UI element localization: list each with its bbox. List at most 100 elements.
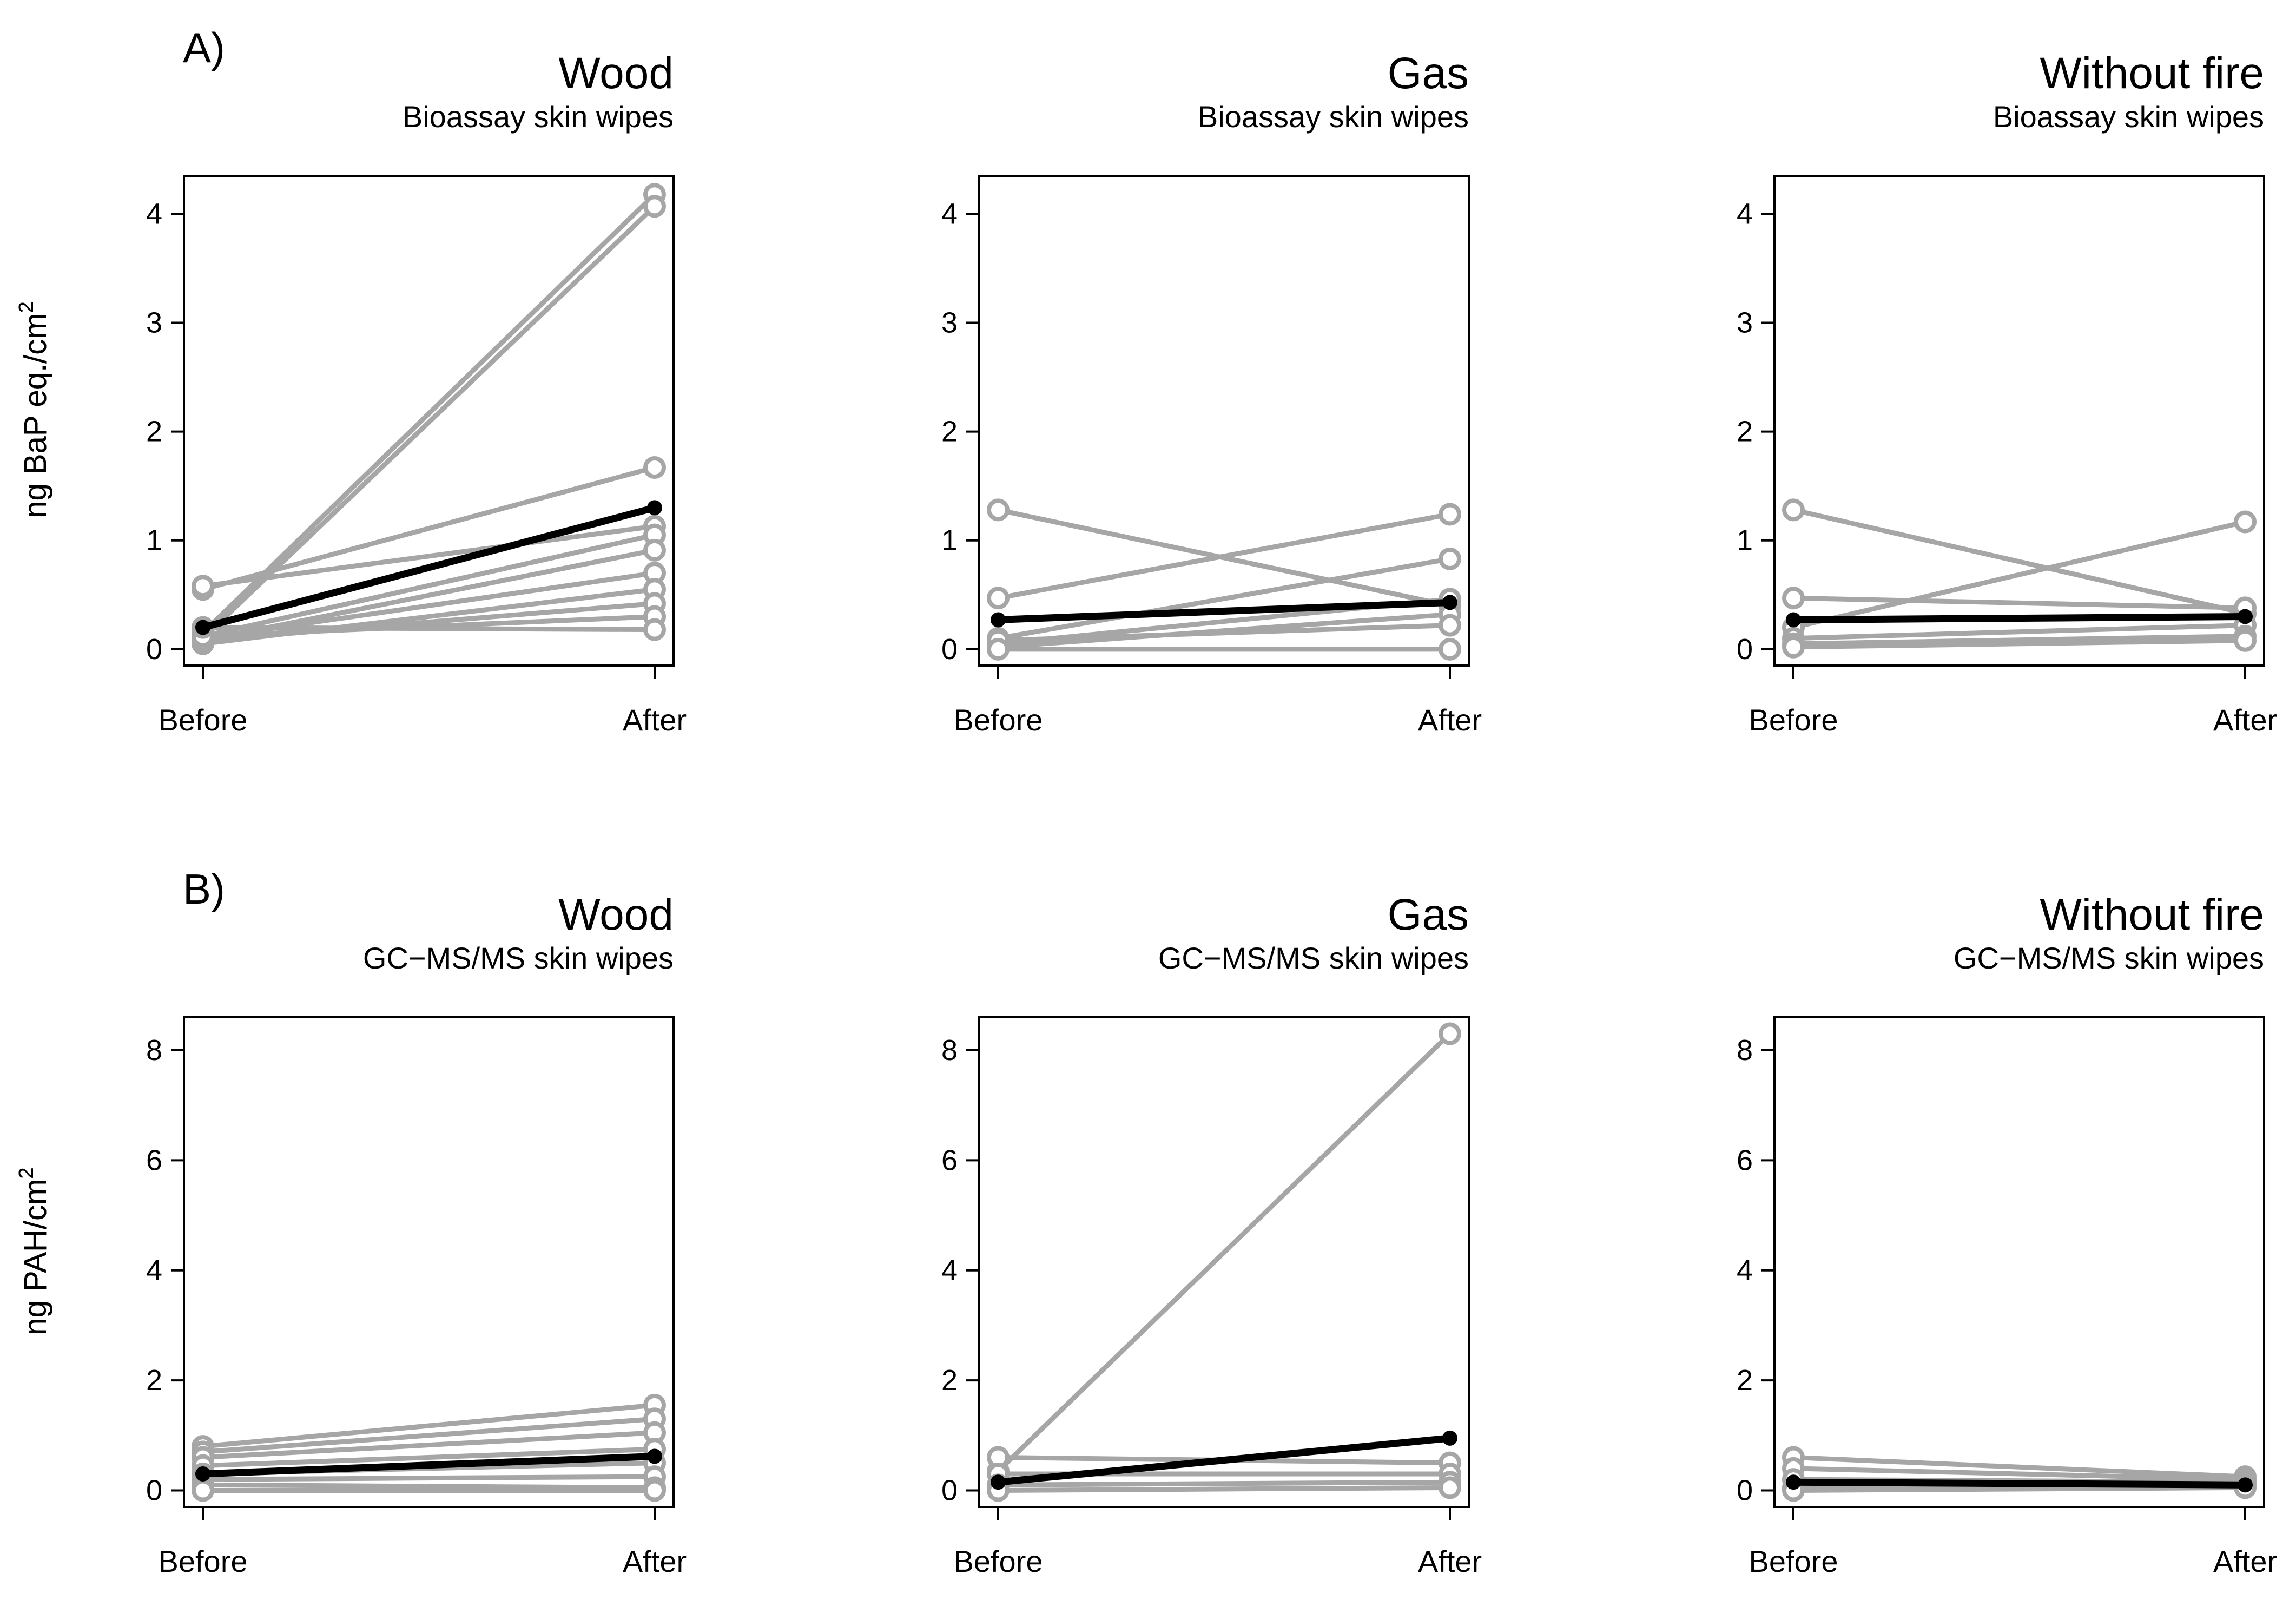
median-series [195, 1448, 662, 1482]
median-line [199, 1452, 658, 1478]
median-line [1790, 1478, 2249, 1489]
panel-subtitle: GC−MS/MS skin wipes [1954, 941, 2264, 975]
y-axis-label: ng BaP eq./cm2 [15, 301, 53, 518]
x-tick-label-before: Before [954, 703, 1043, 737]
panel-subtitle: Bioassay skin wipes [403, 100, 674, 134]
y-axis-label-text: ng PAH/cm [18, 1179, 53, 1335]
plot-frame [978, 1016, 1470, 1508]
median-series [991, 1430, 1457, 1490]
panel-title: Gas [1388, 890, 1469, 939]
median-line [994, 1434, 1454, 1486]
y-tick-label: 6 [146, 1144, 162, 1176]
participant-point-after [643, 1479, 666, 1502]
participant-line [200, 625, 657, 633]
y-axis-label-text: ng BaP eq./cm [18, 313, 53, 518]
y-axis-label-superscript: 2 [15, 1167, 38, 1178]
y-tick-label: 2 [1737, 416, 1753, 448]
participant-series [192, 1479, 666, 1502]
participant-point-after [2234, 629, 2257, 652]
panel-title: Without fire [2040, 890, 2264, 939]
median-series [195, 500, 662, 635]
participant-point-after [643, 538, 666, 562]
median-point-before [195, 1466, 210, 1482]
y-tick-label: 3 [941, 307, 958, 339]
y-axis-label-superscript: 2 [15, 301, 38, 313]
participant-series [987, 1022, 1461, 1483]
median-point-after [647, 500, 662, 516]
participant-point-before [1782, 587, 1805, 610]
y-tick-label: 8 [1737, 1034, 1753, 1066]
y-axis-label-text: ng PAH/cm [18, 1179, 53, 1335]
panel-title: Wood [558, 890, 674, 939]
y-tick-label: 8 [146, 1034, 162, 1066]
panel-subtitle: GC−MS/MS skin wipes [363, 941, 674, 975]
participant-series [1782, 629, 2257, 659]
y-tick-label: 2 [146, 1364, 162, 1397]
participant-line [995, 623, 1453, 643]
y-tick-label: 1 [146, 524, 162, 557]
y-axis-label-superscript: 2 [15, 1167, 38, 1178]
participant-point-before [192, 575, 214, 598]
participant-line [200, 203, 657, 641]
participant-line [1791, 634, 2248, 647]
y-tick-label: 8 [941, 1034, 958, 1066]
participant-line [995, 1031, 1453, 1474]
participant-point-after [643, 456, 666, 479]
participant-line [200, 192, 657, 636]
plot-frame [1773, 175, 2265, 667]
y-tick-label: 0 [1737, 1474, 1753, 1506]
x-tick-label-after: After [623, 1544, 687, 1578]
y-axis-label: ng BaP eq./cm2 [15, 301, 53, 518]
participant-line [200, 1416, 657, 1454]
y-tick-label: 2 [941, 416, 958, 448]
participant-line [1791, 1485, 2248, 1493]
participant-series [192, 578, 666, 655]
participant-line [200, 1446, 657, 1469]
participant-point-after [643, 618, 666, 641]
y-axis-label-text: ng PAH/cm [18, 1179, 53, 1335]
plot-frame [183, 1016, 675, 1508]
participant-point-before [987, 587, 1010, 610]
median-point-after [647, 1448, 662, 1464]
x-tick-label-after: After [1418, 1544, 1482, 1578]
median-series [1786, 1474, 2253, 1493]
participant-point-after [1439, 1476, 1461, 1499]
y-tick-label: 4 [941, 197, 958, 230]
participant-line [1791, 595, 2248, 610]
y-axis-label: ng PAH/cm2 [15, 1167, 53, 1335]
participant-point-before [1782, 635, 1805, 659]
participant-point-after [1439, 1022, 1461, 1045]
x-tick-label-after: After [2213, 1544, 2277, 1578]
y-tick-label: 2 [146, 416, 162, 448]
participant-point-before [987, 637, 1010, 661]
panel-subtitle: GC−MS/MS skin wipes [1158, 941, 1469, 975]
y-tick-label: 4 [146, 1254, 162, 1287]
participant-point-after [1439, 547, 1461, 570]
panel-title: Wood [558, 49, 674, 98]
x-tick-label-after: After [623, 703, 687, 737]
panel-title: Gas [1388, 49, 1469, 98]
y-tick-label: 0 [1737, 633, 1753, 666]
participant-line [200, 524, 657, 589]
y-tick-label: 2 [941, 1364, 958, 1397]
x-tick-label-after: After [2213, 703, 2277, 737]
y-tick-label: 3 [1737, 307, 1753, 339]
participant-point-after [1439, 637, 1461, 661]
median-line [1790, 613, 2249, 624]
plot-frame [183, 175, 675, 667]
y-axis-label-text: ng BaP eq./cm [18, 313, 53, 518]
y-tick-label: 6 [1737, 1144, 1753, 1176]
median-point-before [991, 1474, 1006, 1490]
median-point-before [195, 620, 210, 635]
y-axis-label: ng PAH/cm2 [15, 1167, 53, 1335]
participant-point-before [987, 498, 1010, 522]
median-point-after [1442, 1430, 1457, 1446]
participant-line [1791, 519, 2248, 630]
y-tick-label: 2 [1737, 1364, 1753, 1397]
median-point-before [991, 612, 1006, 628]
median-line [199, 504, 658, 631]
panel-subtitle: Bioassay skin wipes [1198, 100, 1469, 134]
